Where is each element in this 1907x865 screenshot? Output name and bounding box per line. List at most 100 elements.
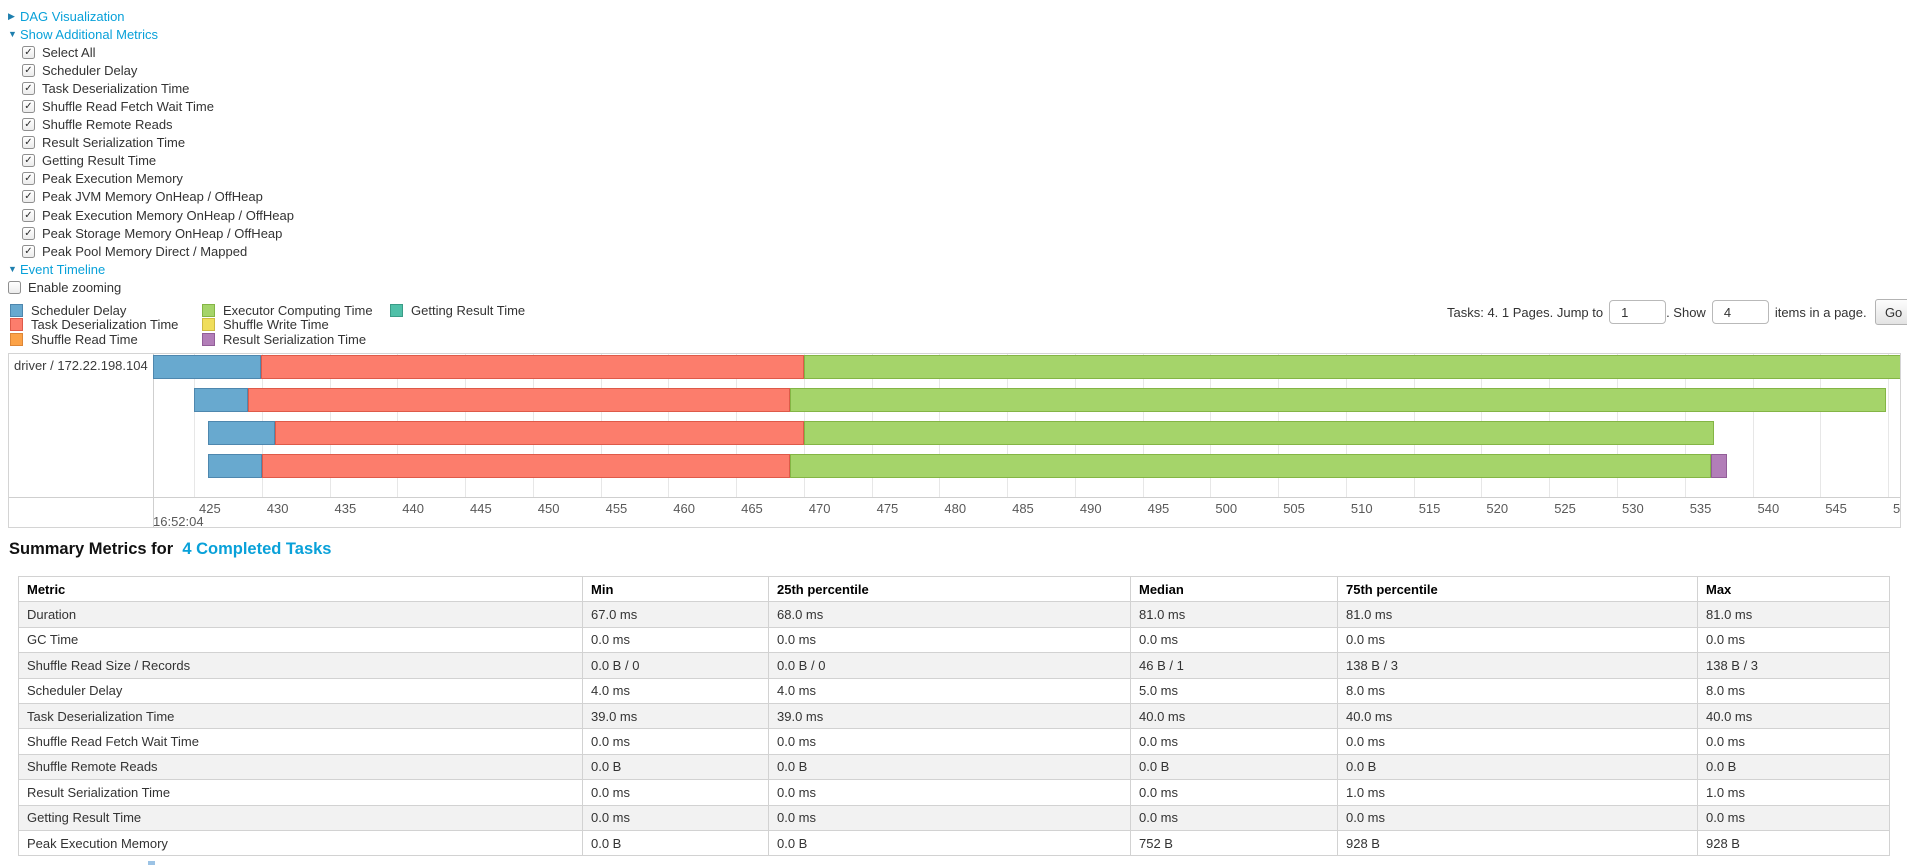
timeline-bar-segment-result-serialization[interactable] <box>1710 454 1727 478</box>
metric-checkbox[interactable]: ✓ <box>22 81 35 95</box>
metric-checkbox[interactable]: ✓ <box>22 226 35 240</box>
metric-cell: Peak Execution Memory <box>18 829 583 857</box>
metric-checkbox-label: Peak Execution Memory <box>42 171 183 187</box>
timeline-bar-segment-executor-computing[interactable] <box>803 421 1714 445</box>
column-header: Max <box>1697 575 1890 603</box>
value-cell: 0.0 B <box>1337 753 1698 781</box>
metric-cell: Duration <box>18 601 583 628</box>
value-cell: 0.0 ms <box>1130 779 1338 806</box>
value-cell: 0.0 ms <box>1697 626 1890 654</box>
timeline-bar-segment-executor-computing[interactable] <box>790 454 1711 478</box>
table-row: Scheduler Delay 4.0 ms 4.0 ms 5.0 ms 8.0 ms 8… <box>18 677 1890 704</box>
legend-item: Task Deserialization Time <box>10 317 178 332</box>
value-cell: 0.0 ms <box>1130 728 1338 755</box>
value-cell: 0.0 ms <box>1130 804 1338 831</box>
timeline-bar-segment-task-deserialization[interactable] <box>275 421 804 445</box>
legend-label: Result Serialization Time <box>223 331 367 347</box>
value-cell: 0.0 B <box>582 753 769 781</box>
dag-visualization-toggle[interactable]: ▶ DAG Visualization <box>8 7 294 25</box>
summary-title-text: Summary Metrics for <box>9 540 174 558</box>
enable-zooming-checkbox[interactable] <box>8 280 21 294</box>
value-cell: 8.0 ms <box>1697 677 1890 704</box>
value-cell: 81.0 ms <box>1337 601 1698 628</box>
clipped-content-fragment <box>148 861 155 865</box>
timeline-axis-tick-label: 455 <box>605 501 628 516</box>
timeline-axis-tick-label: 520 <box>1486 501 1509 516</box>
value-cell: 1.0 ms <box>1337 779 1698 806</box>
completed-tasks-link[interactable]: 4 Completed Tasks <box>182 540 332 558</box>
metric-checkbox-label: Shuffle Read Fetch Wait Time <box>42 99 214 115</box>
value-cell: 0.0 ms <box>1337 804 1698 831</box>
timeline-axis-tick-label: 535 <box>1689 501 1712 516</box>
metric-checkbox-row: ✓ Result Serialization Time <box>22 134 294 152</box>
metric-checkbox[interactable]: ✓ <box>22 100 35 114</box>
metric-checkbox[interactable]: ✓ <box>22 172 35 186</box>
value-cell: 0.0 ms <box>582 728 769 755</box>
metric-checkbox[interactable]: ✓ <box>22 63 35 77</box>
table-row: Peak Execution Memory 0.0 B 0.0 B 752 B 928 … <box>18 829 1890 857</box>
metric-cell: Shuffle Read Fetch Wait Time <box>18 728 583 755</box>
enable-zooming-row: Enable zooming <box>8 278 294 296</box>
metric-checkbox[interactable]: ✓ <box>22 208 35 222</box>
timeline-axis-tick-label: 525 <box>1554 501 1576 516</box>
timeline-bar-segment-scheduler-delay[interactable] <box>208 454 262 478</box>
timeline-axis-tick-label: 500 <box>1215 501 1238 516</box>
metric-checkbox-row: ✓ Select All <box>22 43 294 61</box>
timeline-bar-segment-scheduler-delay[interactable] <box>208 421 276 445</box>
show-additional-metrics-link[interactable]: Show Additional Metrics <box>20 26 159 42</box>
table-row: Result Serialization Time 0.0 ms 0.0 ms 0.0… <box>18 779 1890 806</box>
metric-checkbox[interactable]: ✓ <box>22 45 35 59</box>
value-cell: 0.0 ms <box>1337 728 1698 755</box>
value-cell: 39.0 ms <box>582 702 769 730</box>
table-row: Shuffle Read Size / Records 0.0 B / 0 0.0 … <box>18 652 1890 679</box>
legend-label: Shuffle Write Time <box>223 317 329 333</box>
metric-checkbox[interactable]: ✓ <box>22 154 35 168</box>
timeline-bar-segment-task-deserialization[interactable] <box>247 388 790 412</box>
jump-to-page-input[interactable] <box>1609 300 1667 324</box>
timeline-axis-line <box>9 497 1900 498</box>
value-cell: 81.0 ms <box>1697 601 1890 628</box>
metric-checkbox-label: Peak Storage Memory OnHeap / OffHeap <box>42 225 283 241</box>
legend-swatch-scheduler-delay <box>10 303 23 317</box>
metric-checkbox-row: ✓ Scheduler Delay <box>22 61 294 79</box>
metric-checkbox-label: Peak Pool Memory Direct / Mapped <box>42 243 248 259</box>
timeline-axis-tick-label: 425 <box>199 501 221 516</box>
metric-checkbox-row: ✓ Peak JVM Memory OnHeap / OffHeap <box>22 188 294 206</box>
metric-checkbox-label: Scheduler Delay <box>42 62 138 78</box>
metric-checkbox[interactable]: ✓ <box>22 118 35 132</box>
timeline-axis-tick-label: 515 <box>1418 501 1441 516</box>
show-additional-metrics-toggle[interactable]: ▼ Show Additional Metrics <box>8 25 294 43</box>
timeline-bar-segment-scheduler-delay[interactable] <box>194 388 248 412</box>
timeline-bar-segment-task-deserialization[interactable] <box>261 454 790 478</box>
timeline-bar-segment-executor-computing[interactable] <box>790 388 1887 412</box>
table-row: Getting Result Time 0.0 ms 0.0 ms 0.0 ms 0.0… <box>18 804 1890 831</box>
timeline-bar-segment-task-deserialization[interactable] <box>260 355 804 379</box>
column-header: 75th percentile <box>1337 575 1698 603</box>
metric-cell: Result Serialization Time <box>18 779 583 806</box>
legend-swatch-task-deserialization <box>10 318 23 332</box>
dag-visualization-link[interactable]: DAG Visualization <box>20 8 125 24</box>
metric-checkbox[interactable]: ✓ <box>22 244 35 258</box>
event-timeline-link[interactable]: Event Timeline <box>20 261 106 277</box>
timeline-axis-tick-label: 470 <box>808 501 831 516</box>
timeline-bar-segment-scheduler-delay[interactable] <box>152 355 261 379</box>
metric-cell: Shuffle Read Size / Records <box>18 652 583 679</box>
timeline-bar-segment-executor-computing[interactable] <box>803 355 1900 379</box>
timeline-axis-tick-label: 460 <box>673 501 695 516</box>
metric-checkbox-label: Peak Execution Memory OnHeap / OffHeap <box>42 207 294 223</box>
metric-checkbox[interactable]: ✓ <box>22 136 35 150</box>
value-cell: 81.0 ms <box>1130 601 1338 628</box>
timeline-axis-tick-label: 505 <box>1283 501 1305 516</box>
metric-checkbox[interactable]: ✓ <box>22 190 35 204</box>
items-per-page-input[interactable] <box>1711 300 1769 324</box>
value-cell: 0.0 B <box>1697 753 1890 781</box>
timeline-axis-tick-label: 465 <box>741 501 763 516</box>
value-cell: 0.0 ms <box>582 626 769 654</box>
legend-item: Scheduler Delay <box>10 303 178 318</box>
go-button[interactable]: Go <box>1874 299 1907 325</box>
event-timeline-toggle[interactable]: ▼ Event Timeline <box>8 260 294 278</box>
timeline-legend-column: Scheduler Delay Task Deserialization Time… <box>10 303 178 347</box>
stage-controls: ▶ DAG Visualization ▼ Show Additional Me… <box>8 7 294 297</box>
task-pagination: Tasks: 4. 1 Pages. Jump to . Show items … <box>1447 297 1907 327</box>
value-cell: 0.0 ms <box>582 804 769 831</box>
